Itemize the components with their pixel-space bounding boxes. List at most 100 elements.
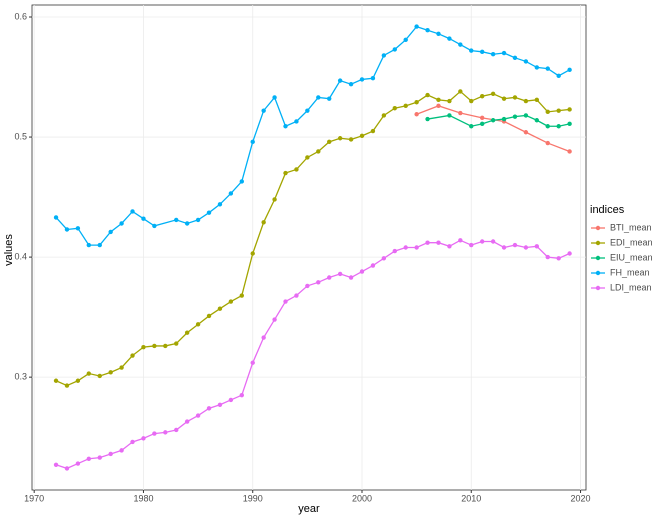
data-point xyxy=(512,55,518,61)
x-tick-label: 1980 xyxy=(133,493,153,503)
data-point xyxy=(141,216,146,221)
data-point xyxy=(479,239,485,244)
data-point xyxy=(337,271,343,277)
data-point xyxy=(545,109,550,115)
data-point xyxy=(556,124,561,129)
data-point xyxy=(119,448,124,453)
data-point xyxy=(337,78,343,83)
data-point xyxy=(501,116,507,122)
data-point xyxy=(469,48,474,53)
data-point xyxy=(436,103,441,109)
x-tick-label: 1990 xyxy=(243,493,263,503)
data-point xyxy=(392,248,397,254)
data-point xyxy=(228,397,234,403)
data-point xyxy=(534,118,540,123)
data-point xyxy=(414,100,419,105)
data-point xyxy=(425,240,430,245)
legend-key-point xyxy=(595,225,601,231)
data-point xyxy=(217,202,223,207)
data-point xyxy=(501,50,507,56)
x-tick-label: 2010 xyxy=(461,493,481,503)
data-point xyxy=(163,430,168,435)
data-point xyxy=(163,343,168,349)
data-point xyxy=(534,65,540,70)
data-point xyxy=(359,77,365,82)
data-point xyxy=(403,245,408,250)
data-point xyxy=(174,427,179,433)
data-point xyxy=(381,256,387,261)
data-point xyxy=(512,114,518,119)
data-point xyxy=(458,110,463,116)
data-point xyxy=(217,402,223,407)
data-point xyxy=(447,98,452,104)
data-point xyxy=(348,82,354,87)
data-point xyxy=(556,256,561,261)
data-point xyxy=(184,221,190,226)
data-point xyxy=(108,229,113,235)
data-point xyxy=(458,42,463,47)
data-point xyxy=(523,98,529,104)
data-point xyxy=(545,140,550,146)
data-point xyxy=(294,293,299,298)
data-point xyxy=(534,97,540,103)
data-point xyxy=(261,335,266,340)
data-point xyxy=(316,95,321,100)
data-point xyxy=(294,167,299,172)
data-point xyxy=(381,53,387,58)
data-point xyxy=(152,343,157,349)
legend-label: BTI_mean xyxy=(610,222,652,232)
data-point xyxy=(294,119,299,124)
data-point xyxy=(348,137,354,142)
data-point xyxy=(64,383,70,388)
data-point xyxy=(370,128,376,134)
data-point xyxy=(108,370,113,375)
y-axis-title: values xyxy=(3,234,15,266)
data-point xyxy=(567,67,572,73)
data-point xyxy=(239,293,244,298)
data-point xyxy=(53,215,59,220)
data-point xyxy=(479,121,485,127)
data-point xyxy=(130,209,135,214)
data-point xyxy=(403,37,408,43)
data-point xyxy=(447,113,452,118)
data-point xyxy=(425,116,430,122)
data-point xyxy=(490,91,496,97)
data-point xyxy=(64,466,70,471)
data-point xyxy=(337,136,343,141)
data-point xyxy=(119,221,124,226)
legend-key-point xyxy=(595,270,601,276)
data-point xyxy=(141,436,146,441)
data-point xyxy=(316,280,321,285)
data-point xyxy=(490,239,496,244)
data-point xyxy=(75,226,81,231)
data-point xyxy=(414,112,419,117)
data-point xyxy=(86,242,92,248)
data-point xyxy=(86,371,92,376)
legend-title: indices xyxy=(590,204,625,216)
data-point xyxy=(479,49,485,55)
panel xyxy=(31,4,587,491)
data-point xyxy=(556,73,561,79)
data-point xyxy=(425,28,430,33)
legend-label: EIU_mean xyxy=(610,252,653,262)
data-point xyxy=(64,227,70,232)
data-point xyxy=(458,238,463,243)
data-point xyxy=(195,413,201,418)
data-point xyxy=(545,124,550,129)
data-point xyxy=(174,217,179,223)
data-point xyxy=(250,139,255,145)
data-point xyxy=(469,124,474,129)
data-point xyxy=(359,133,365,139)
x-tick-label: 2020 xyxy=(571,493,591,503)
data-point xyxy=(152,431,157,436)
data-point xyxy=(501,96,507,101)
data-point xyxy=(261,220,266,225)
data-point xyxy=(327,275,332,280)
data-point xyxy=(359,269,365,274)
data-point xyxy=(119,365,124,370)
data-point xyxy=(425,92,430,98)
data-point xyxy=(239,392,244,398)
data-point xyxy=(436,240,441,245)
data-point xyxy=(206,406,212,411)
data-point xyxy=(305,108,310,113)
